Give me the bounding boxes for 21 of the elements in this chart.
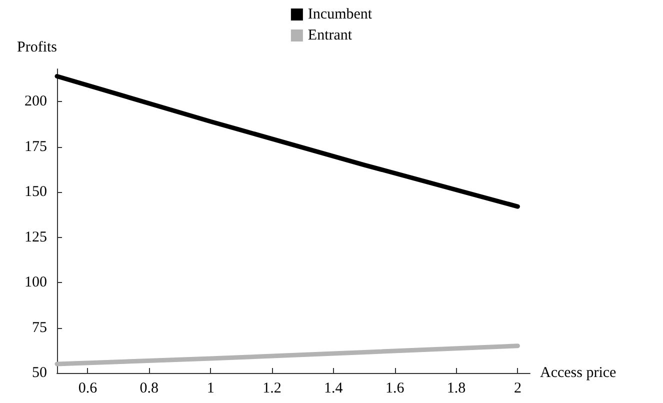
y-tick-label: 200: [24, 94, 47, 110]
legend-label: Incumbent: [308, 6, 373, 22]
x-tick-label: 1.2: [262, 380, 282, 396]
x-tick-label: 2: [514, 380, 522, 396]
y-axis-title: Profits: [16, 40, 58, 56]
y-tick-label: 175: [24, 138, 47, 155]
y-tick-label: 50: [32, 365, 47, 381]
legend-label: Entrant: [308, 28, 353, 44]
x-tick-label: 1.4: [324, 380, 344, 396]
x-tick-label: 1.8: [446, 380, 466, 396]
x-axis-title: Access price: [540, 365, 617, 381]
x-tick-label: 1: [206, 380, 214, 396]
y-tick-label: 75: [32, 320, 47, 336]
y-tick-label: 100: [24, 274, 47, 291]
x-tick-label: 0.8: [140, 380, 159, 396]
y-tick-label: 150: [24, 184, 47, 200]
x-tick-label: 0.6: [78, 380, 98, 396]
line-series: [54, 74, 520, 209]
y-tick-label: 125: [24, 229, 47, 246]
line-series: [54, 344, 520, 366]
x-tick-label: 1.6: [385, 380, 405, 396]
